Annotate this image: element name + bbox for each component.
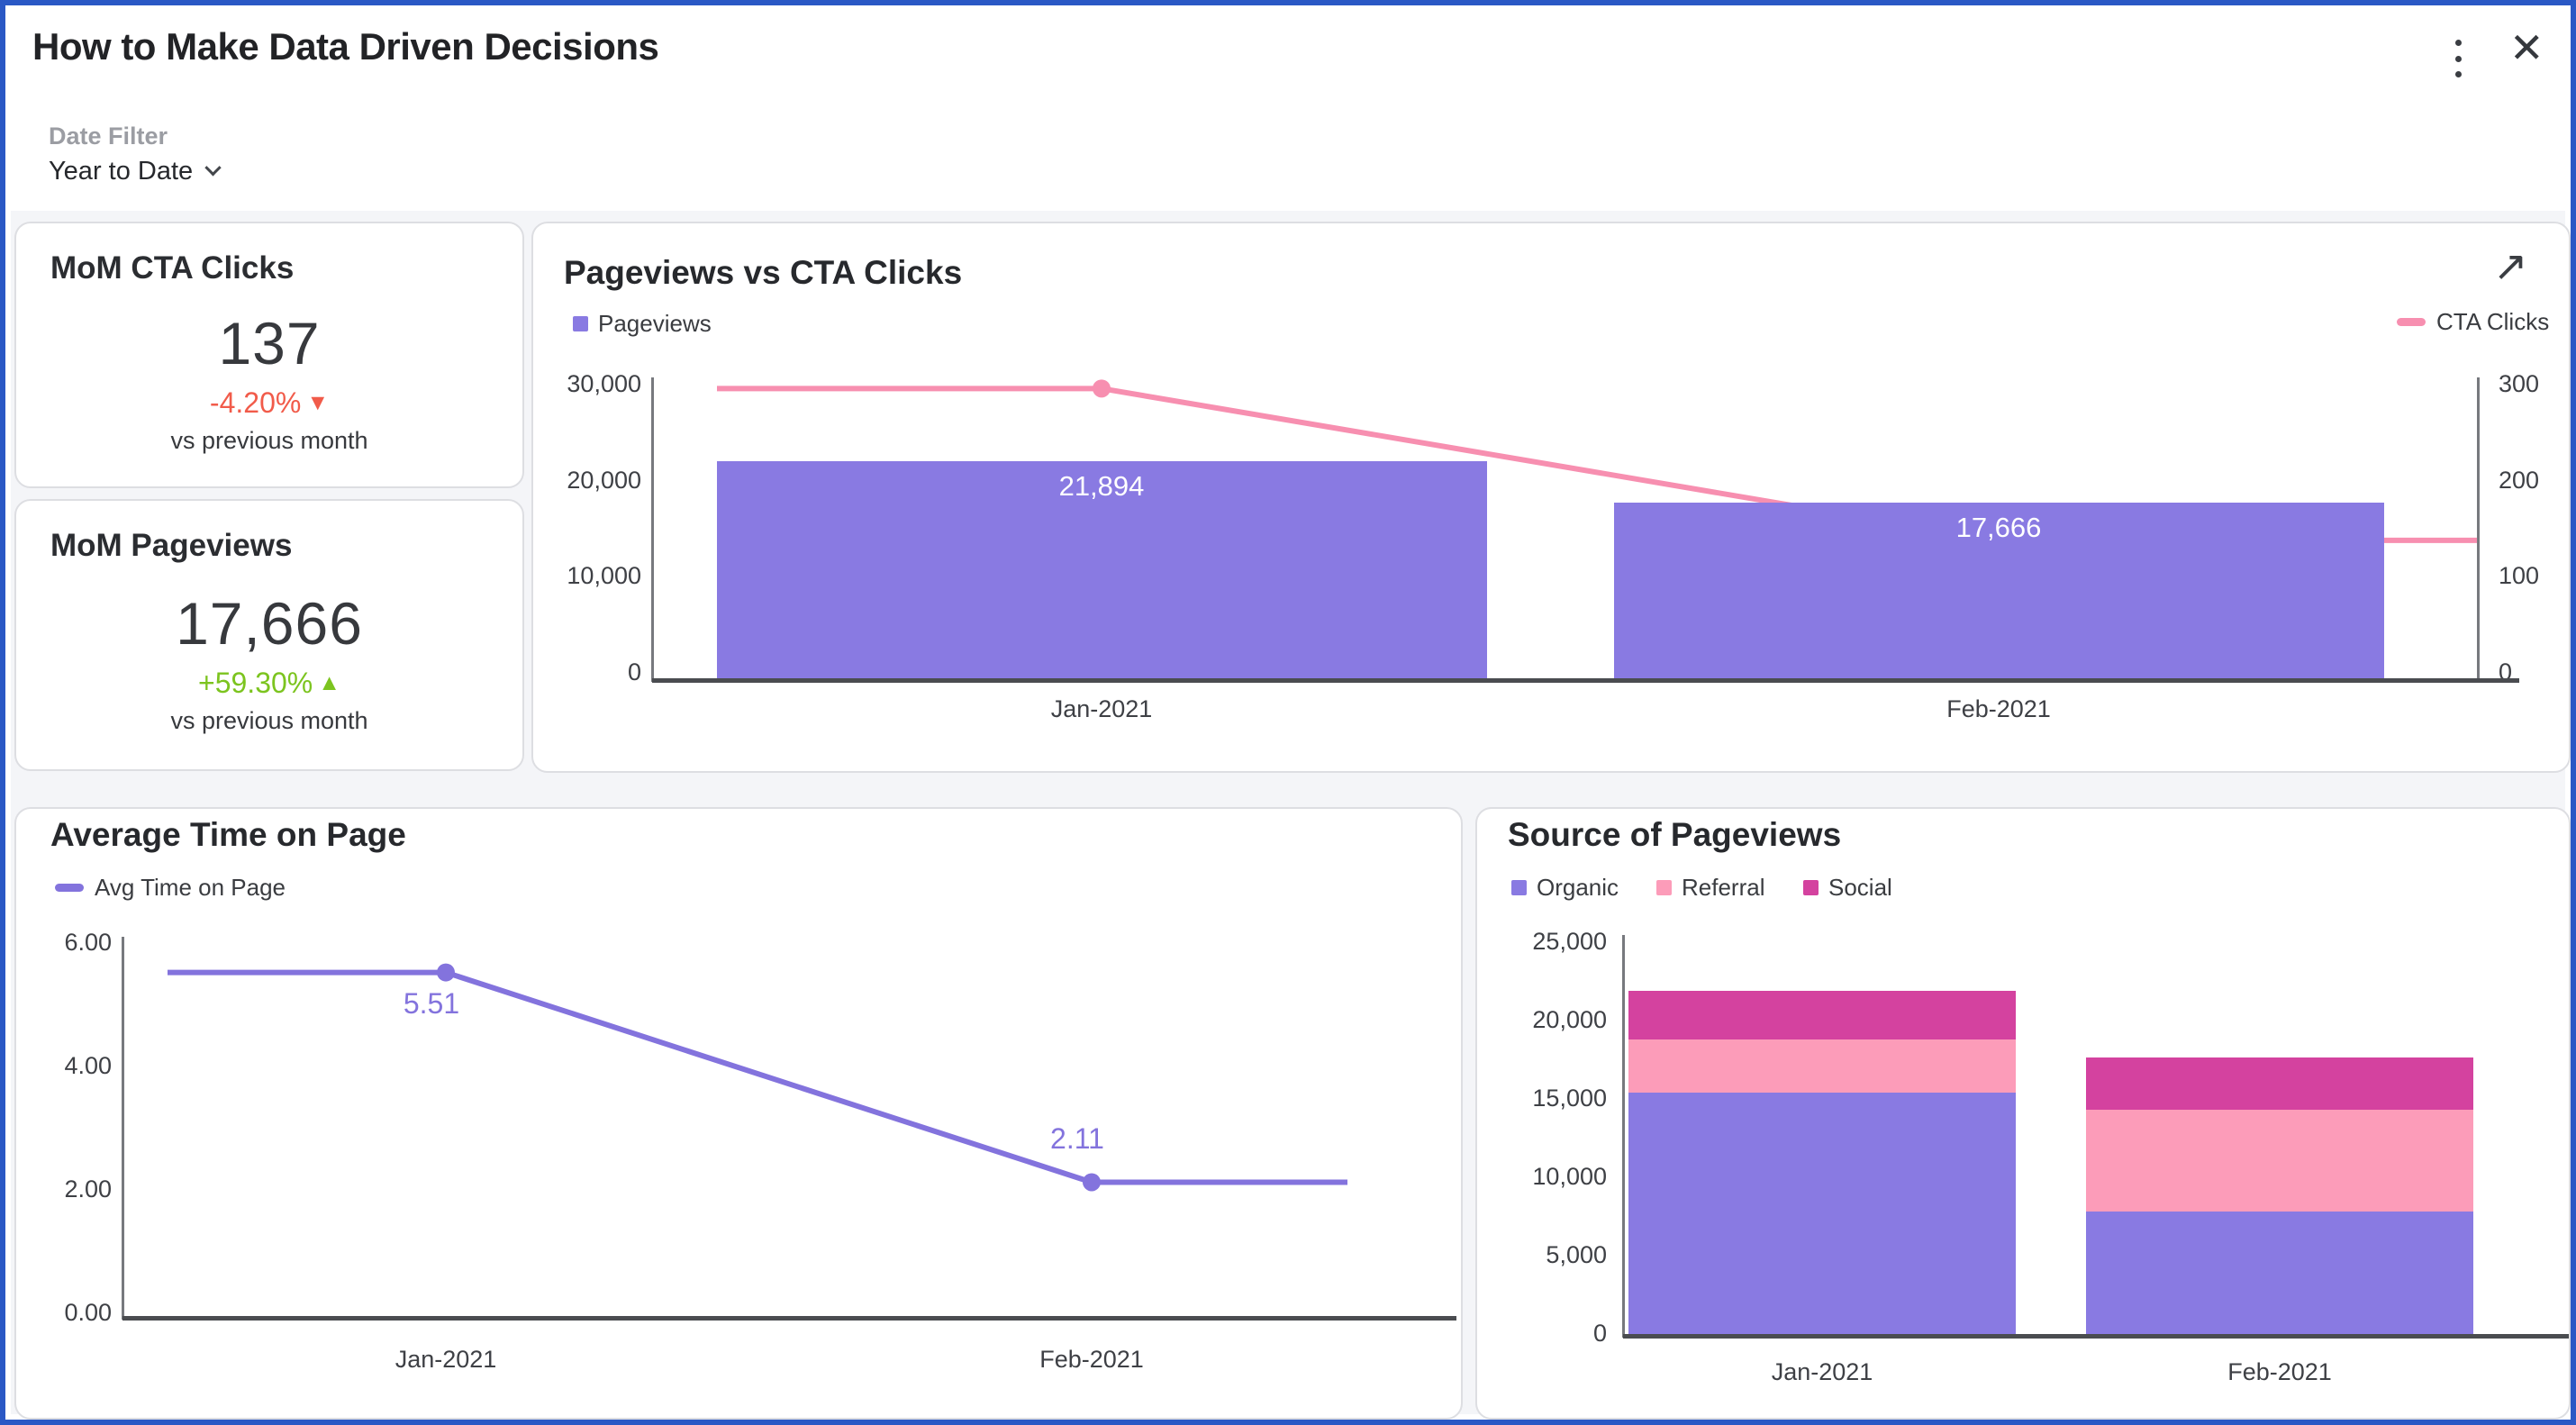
left-axis-tick: 10,000 (1532, 1163, 1607, 1190)
triangle-up-icon: ▲ (318, 670, 340, 695)
bar-pageviews[interactable] (1613, 502, 2384, 678)
line-point[interactable] (1083, 1173, 1101, 1192)
date-filter-label: Date Filter (49, 123, 168, 150)
legend-item-social[interactable]: Social (1803, 874, 1892, 902)
bar-pageviews[interactable] (716, 461, 1487, 678)
left-axis-tick: 4.00 (64, 1052, 112, 1079)
close-icon[interactable]: ✕ (2509, 24, 2544, 71)
bar-value-label: 17,666 (1955, 511, 2042, 543)
x-axis-label: Feb-2021 (2227, 1358, 2332, 1385)
kpi-subtitle: vs previous month (170, 707, 368, 734)
x-axis-label: Feb-2021 (1946, 695, 2051, 722)
stacked-bar-segment-referral[interactable] (1628, 1039, 2016, 1094)
left-axis-tick: 10,000 (567, 562, 641, 590)
legend-label: Organic (1537, 874, 1619, 901)
left-axis-tick: 5,000 (1546, 1241, 1607, 1268)
point-value-label: 5.51 (403, 986, 460, 1020)
legend-swatch (1511, 880, 1527, 895)
kpi-value: 137 (218, 310, 321, 377)
page-title: How to Make Data Driven Decisions (32, 25, 659, 68)
legend-item-cta-clicks[interactable]: CTA Clicks (2397, 308, 2549, 336)
x-axis-label: Jan-2021 (395, 1346, 497, 1373)
left-axis-tick: 0 (627, 658, 641, 685)
legend-swatch (2397, 318, 2426, 326)
chart-title: Pageviews vs CTA Clicks (564, 254, 963, 291)
legend-label: Social (1828, 874, 1892, 901)
stacked-bar-segment-social[interactable] (1628, 991, 2016, 1039)
left-axis-tick: 25,000 (1532, 928, 1607, 955)
legend-swatch (1656, 880, 1672, 895)
left-axis-tick: 6.00 (64, 929, 112, 956)
right-axis-tick: 100 (2499, 562, 2540, 590)
bar-value-label: 21,894 (1058, 470, 1145, 503)
date-filter-dropdown[interactable]: Year to Date (49, 157, 222, 186)
kpi-value: 17,666 (176, 590, 363, 657)
legend-item-organic[interactable]: Organic (1511, 874, 1619, 902)
kpi-card-pageviews: MoM Pageviews 17,666 +59.30% ▲ vs previou… (14, 499, 524, 771)
stacked-bar-segment-organic[interactable] (2086, 1212, 2473, 1334)
kpi-delta: +59.30% ▲ (198, 667, 340, 699)
left-axis-tick: 2.00 (64, 1175, 112, 1203)
legend-item-avg-time[interactable]: Avg Time on Page (55, 874, 286, 902)
chart-title: Average Time on Page (50, 816, 406, 853)
line-point[interactable] (1093, 379, 1111, 398)
x-axis-label: Feb-2021 (1039, 1346, 1144, 1373)
kpi-delta: -4.20% ▼ (209, 386, 330, 419)
y-axis-line (1622, 935, 1625, 1338)
legend-label: CTA Clicks (2436, 308, 2550, 335)
chart-title: Source of Pageviews (1508, 816, 1842, 853)
left-axis-tick: 30,000 (567, 370, 641, 397)
point-value-label: 2.11 (1050, 1122, 1104, 1156)
legend-label: Avg Time on Page (95, 874, 286, 901)
legend-item-referral[interactable]: Referral (1656, 874, 1764, 902)
legend-swatch (55, 884, 84, 892)
kebab-menu-icon[interactable] (2443, 40, 2473, 77)
x-axis-label: Jan-2021 (1050, 695, 1153, 722)
right-axis-tick: 200 (2499, 466, 2540, 494)
kpi-subtitle: vs previous month (170, 427, 368, 454)
y-axis-line (651, 377, 654, 682)
y-axis-line (2477, 377, 2480, 682)
left-axis-tick: 20,000 (1532, 1006, 1607, 1033)
expand-icon[interactable]: ↗ (2493, 242, 2528, 289)
y-axis-line (122, 937, 124, 1320)
stacked-bar-segment-social[interactable] (2086, 1057, 2473, 1111)
x-axis-line (122, 1316, 1456, 1321)
left-axis-tick: 15,000 (1532, 1085, 1607, 1112)
legend-swatch (573, 316, 588, 331)
left-axis-tick: 0 (1592, 1320, 1607, 1347)
line-point[interactable] (437, 963, 455, 982)
legend-item-pageviews[interactable]: Pageviews (573, 310, 712, 338)
stacked-bar-segment-organic[interactable] (1628, 1093, 2016, 1334)
kpi-card-cta-clicks: MoM CTA Clicks 137 -4.20% ▼ vs previous m… (14, 222, 524, 488)
right-axis-tick: 300 (2499, 370, 2540, 397)
kpi-title: MoM Pageviews (50, 528, 293, 563)
legend-label: Pageviews (598, 310, 712, 337)
left-axis-tick: 20,000 (567, 466, 641, 494)
legend-swatch (1803, 880, 1819, 895)
legend-label: Referral (1682, 874, 1765, 901)
x-axis-line (652, 678, 2519, 683)
kpi-title: MoM CTA Clicks (50, 250, 295, 286)
date-filter-value: Year to Date (49, 157, 194, 186)
x-axis-line (1623, 1334, 2569, 1339)
stacked-bar-segment-referral[interactable] (2086, 1110, 2473, 1212)
x-axis-label: Jan-2021 (1771, 1358, 1873, 1385)
triangle-down-icon: ▼ (306, 390, 330, 415)
line-series (168, 969, 1347, 1185)
charts-layer: 30,000 20,000 10,000 0 300 200 100 0 21,894 17,66… (5, 5, 2571, 1420)
left-axis-tick: 0.00 (64, 1299, 112, 1326)
